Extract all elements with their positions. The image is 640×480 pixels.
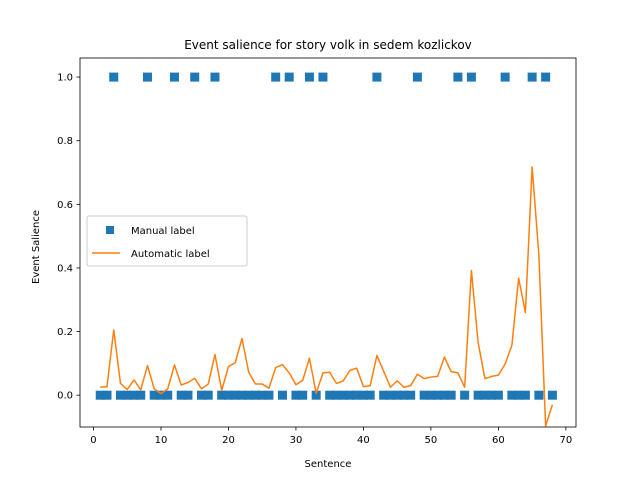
manual-label-point: [298, 390, 308, 400]
manual-label-point: [169, 72, 179, 82]
manual-label-point: [325, 390, 335, 400]
x-tick-label: 0: [90, 435, 96, 446]
manual-label-point: [95, 390, 105, 400]
manual-label-point: [277, 390, 287, 400]
legend-marker-manual-label: [106, 226, 114, 234]
manual-label-point: [385, 390, 395, 400]
manual-label-point: [473, 390, 483, 400]
y-tick-label: 0.6: [57, 200, 73, 211]
manual-label-point: [109, 72, 119, 82]
manual-label-point: [237, 390, 247, 400]
legend: Manual label Automatic label: [86, 215, 248, 267]
manual-label-point: [392, 390, 402, 400]
manual-label-point: [534, 390, 544, 400]
manual-label-point: [358, 390, 368, 400]
manual-label-point: [480, 390, 490, 400]
manual-label-point: [176, 390, 186, 400]
manual-label-point: [311, 390, 321, 400]
manual-label-point: [163, 390, 173, 400]
x-tick-label: 10: [155, 435, 168, 446]
manual-label-point: [331, 390, 341, 400]
manual-label-point: [230, 390, 240, 400]
x-tick-label: 20: [222, 435, 235, 446]
axes: 0 10 20 30 40 50 60 70 0.0 0.2 0.4 0.6 0.8 1.0: [57, 57, 577, 446]
y-tick-label: 0.4: [57, 263, 73, 274]
manual-label-point: [433, 390, 443, 400]
x-tick-label: 30: [290, 435, 303, 446]
manual-label-point: [115, 390, 125, 400]
manual-label-point: [453, 72, 463, 82]
manual-label-point: [102, 390, 112, 400]
manual-label-point: [129, 390, 139, 400]
manual-label-point: [365, 390, 375, 400]
manual-label-point: [406, 390, 416, 400]
manual-label-point: [460, 390, 470, 400]
manual-label-point: [271, 72, 281, 82]
manual-label-point: [399, 390, 409, 400]
manual-label-point: [304, 72, 314, 82]
legend-label-automatic: Automatic label: [131, 249, 210, 260]
manual-label-point: [520, 390, 530, 400]
manual-label-point: [250, 390, 260, 400]
x-tick-label: 70: [560, 435, 573, 446]
manual-label-point: [142, 72, 152, 82]
legend-frame: [86, 215, 248, 267]
manual-label-point: [284, 72, 294, 82]
manual-label-point: [264, 390, 274, 400]
manual-label-point: [217, 390, 227, 400]
manual-label-point: [244, 390, 254, 400]
manual-label-point: [419, 390, 429, 400]
x-tick-label: 60: [492, 435, 505, 446]
manual-label-point: [136, 390, 146, 400]
y-tick-label: 1.0: [57, 73, 73, 84]
y-tick-label: 0.2: [57, 327, 73, 338]
manual-label-point: [412, 72, 422, 82]
manual-label-point: [122, 390, 132, 400]
x-tick-label: 40: [357, 435, 370, 446]
manual-label-point: [156, 390, 166, 400]
manual-label-point: [183, 390, 193, 400]
manual-label-point: [487, 390, 497, 400]
manual-label-point: [527, 72, 537, 82]
manual-label-point: [547, 390, 557, 400]
plot-area: [95, 72, 557, 427]
manual-label-point: [223, 390, 233, 400]
manual-label-point: [338, 390, 348, 400]
manual-label-point: [493, 390, 503, 400]
manual-label-point: [257, 390, 267, 400]
x-axis-label: Sentence: [305, 459, 352, 470]
manual-label-point: [439, 390, 449, 400]
manual-label-point: [446, 390, 456, 400]
y-axis-label: Event Salience: [31, 210, 42, 284]
manual-label-point: [345, 390, 355, 400]
legend-label-manual: Manual label: [131, 226, 195, 237]
manual-label-point: [203, 390, 213, 400]
manual-label-point: [466, 72, 476, 82]
manual-label-point: [500, 72, 510, 82]
y-tick-label: 0.0: [57, 391, 73, 402]
x-tick-label: 50: [425, 435, 438, 446]
manual-label-point: [541, 72, 551, 82]
manual-label-point: [210, 72, 220, 82]
manual-label-point: [149, 390, 159, 400]
automatic-label-line: [100, 166, 554, 427]
manual-label-point: [318, 72, 328, 82]
manual-label-point: [196, 390, 206, 400]
manual-label-point: [190, 72, 200, 82]
manual-label-point: [426, 390, 436, 400]
y-tick-label: 0.8: [57, 136, 73, 147]
manual-label-point: [291, 390, 301, 400]
manual-label-point: [379, 390, 389, 400]
manual-label-point: [372, 72, 382, 82]
manual-label-point: [352, 390, 362, 400]
manual-label-point: [507, 390, 517, 400]
manual-label-point: [514, 390, 524, 400]
axes-frame: [79, 57, 577, 428]
chart-title: Event salience for story volk in sedem k…: [184, 38, 472, 52]
